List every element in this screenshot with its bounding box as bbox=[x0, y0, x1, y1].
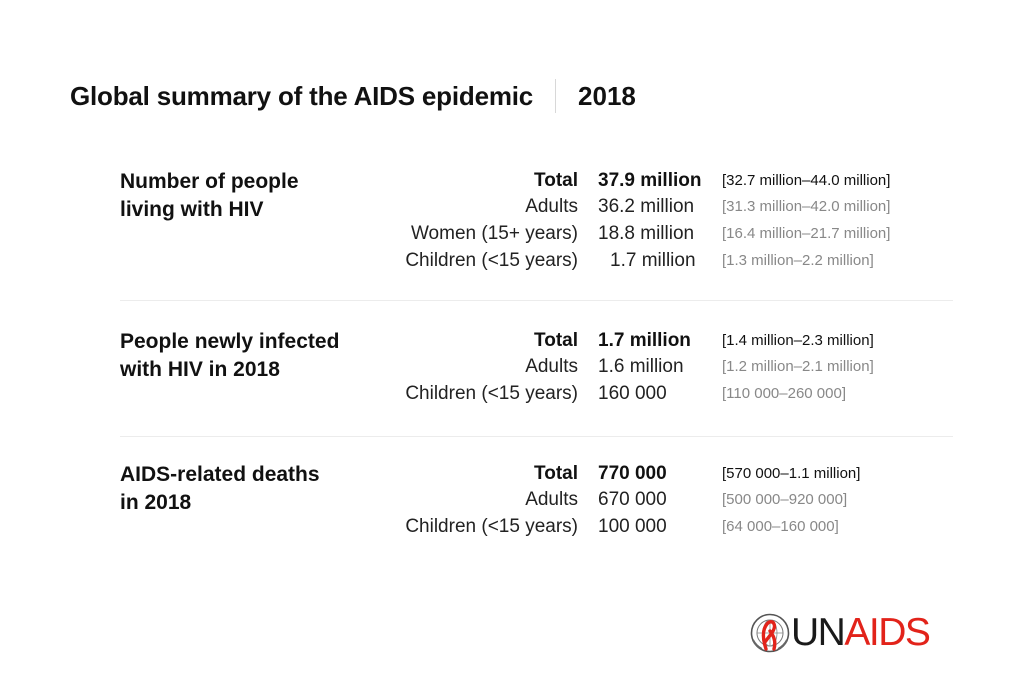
stat-value: 37.9 million bbox=[598, 170, 702, 191]
stat-row-adults: Adults 36.2 million [31.3 million–42.0 m… bbox=[120, 194, 953, 220]
section-title: AIDS-related deaths in 2018 bbox=[120, 461, 380, 517]
stat-value: 100 000 bbox=[598, 516, 667, 537]
stat-range: [32.7 million–44.0 million] bbox=[722, 172, 891, 189]
section-title-line1: Number of people bbox=[120, 170, 299, 193]
stat-value: 770 000 bbox=[598, 463, 667, 484]
stat-row-adults: Adults 1.6 million [1.2 million–2.1 mill… bbox=[120, 354, 953, 380]
stat-range: [110 000–260 000] bbox=[722, 385, 847, 402]
stat-row-total: Total 770 000 [570 000–1.1 million] bbox=[120, 461, 953, 487]
stat-row-children: Children (<15 years) 1.7 million [1.3 mi… bbox=[120, 248, 953, 274]
section-title-line1: AIDS-related deaths bbox=[120, 463, 320, 486]
stat-label: Total bbox=[534, 330, 578, 351]
stat-range: [500 000–920 000] bbox=[722, 491, 848, 508]
stat-label: Children (<15 years) bbox=[405, 383, 578, 404]
unaids-logo: UNAIDS bbox=[749, 611, 931, 654]
section-divider bbox=[120, 436, 953, 437]
section-title-line2: living with HIV bbox=[120, 198, 264, 221]
stat-value: 670 000 bbox=[598, 489, 667, 510]
stat-value: 1.7 million bbox=[598, 330, 691, 351]
stat-label: Adults bbox=[525, 356, 578, 377]
stat-row-children: Children (<15 years) 100 000 [64 000–160… bbox=[120, 514, 953, 540]
stat-value: 36.2 million bbox=[598, 196, 695, 217]
stat-range: [1.4 million–2.3 million] bbox=[722, 332, 874, 349]
stat-row-total: Total 1.7 million [1.4 million–2.3 milli… bbox=[120, 328, 953, 354]
stat-range: [16.4 million–21.7 million] bbox=[722, 225, 891, 242]
section-title-line2: in 2018 bbox=[120, 491, 192, 514]
stat-label: Adults bbox=[525, 489, 578, 510]
stat-row-women: Women (15+ years) 18.8 million [16.4 mil… bbox=[120, 221, 953, 247]
stat-value: 1.6 million bbox=[598, 356, 684, 377]
section-divider bbox=[120, 300, 953, 301]
stat-range: [570 000–1.1 million] bbox=[722, 465, 861, 482]
stat-label: Total bbox=[534, 170, 578, 191]
section-title: People newly infected with HIV in 2018 bbox=[120, 328, 380, 384]
page-title: Global summary of the AIDS epidemic bbox=[70, 80, 534, 111]
stat-label: Adults bbox=[525, 196, 578, 217]
stat-row-children: Children (<15 years) 160 000 [110 000–26… bbox=[120, 381, 953, 407]
stat-range: [1.2 million–2.1 million] bbox=[722, 358, 874, 375]
section-title-line1: People newly infected bbox=[120, 330, 340, 353]
stat-label: Women (15+ years) bbox=[410, 223, 578, 244]
un-emblem-red-ribbon-icon bbox=[750, 613, 790, 653]
page-year: 2018 bbox=[578, 80, 636, 111]
stat-label: Children (<15 years) bbox=[405, 516, 578, 537]
stat-row-adults: Adults 670 000 [500 000–920 000] bbox=[120, 487, 953, 513]
logo-wordmark: UNAIDS bbox=[791, 611, 931, 654]
stat-row-total: Total 37.9 million [32.7 million–44.0 mi… bbox=[120, 168, 953, 194]
stat-range: [1.3 million–2.2 million] bbox=[722, 252, 874, 269]
section-title: Number of people living with HIV bbox=[120, 168, 380, 224]
title-bar: Global summary of the AIDS epidemic 2018 bbox=[70, 76, 636, 116]
stat-value: 160 000 bbox=[598, 383, 667, 404]
section-title-line2: with HIV in 2018 bbox=[120, 358, 280, 381]
stat-range: [64 000–160 000] bbox=[722, 518, 839, 535]
stat-label: Total bbox=[534, 463, 578, 484]
logo-aids-text: AIDS bbox=[844, 611, 931, 654]
stat-label: Children (<15 years) bbox=[405, 250, 578, 271]
stat-value: 1.7 million bbox=[610, 250, 696, 271]
stat-range: [31.3 million–42.0 million] bbox=[722, 198, 891, 215]
title-separator bbox=[555, 79, 557, 113]
logo-un-text: UN bbox=[791, 611, 846, 654]
stat-value: 18.8 million bbox=[598, 223, 695, 244]
